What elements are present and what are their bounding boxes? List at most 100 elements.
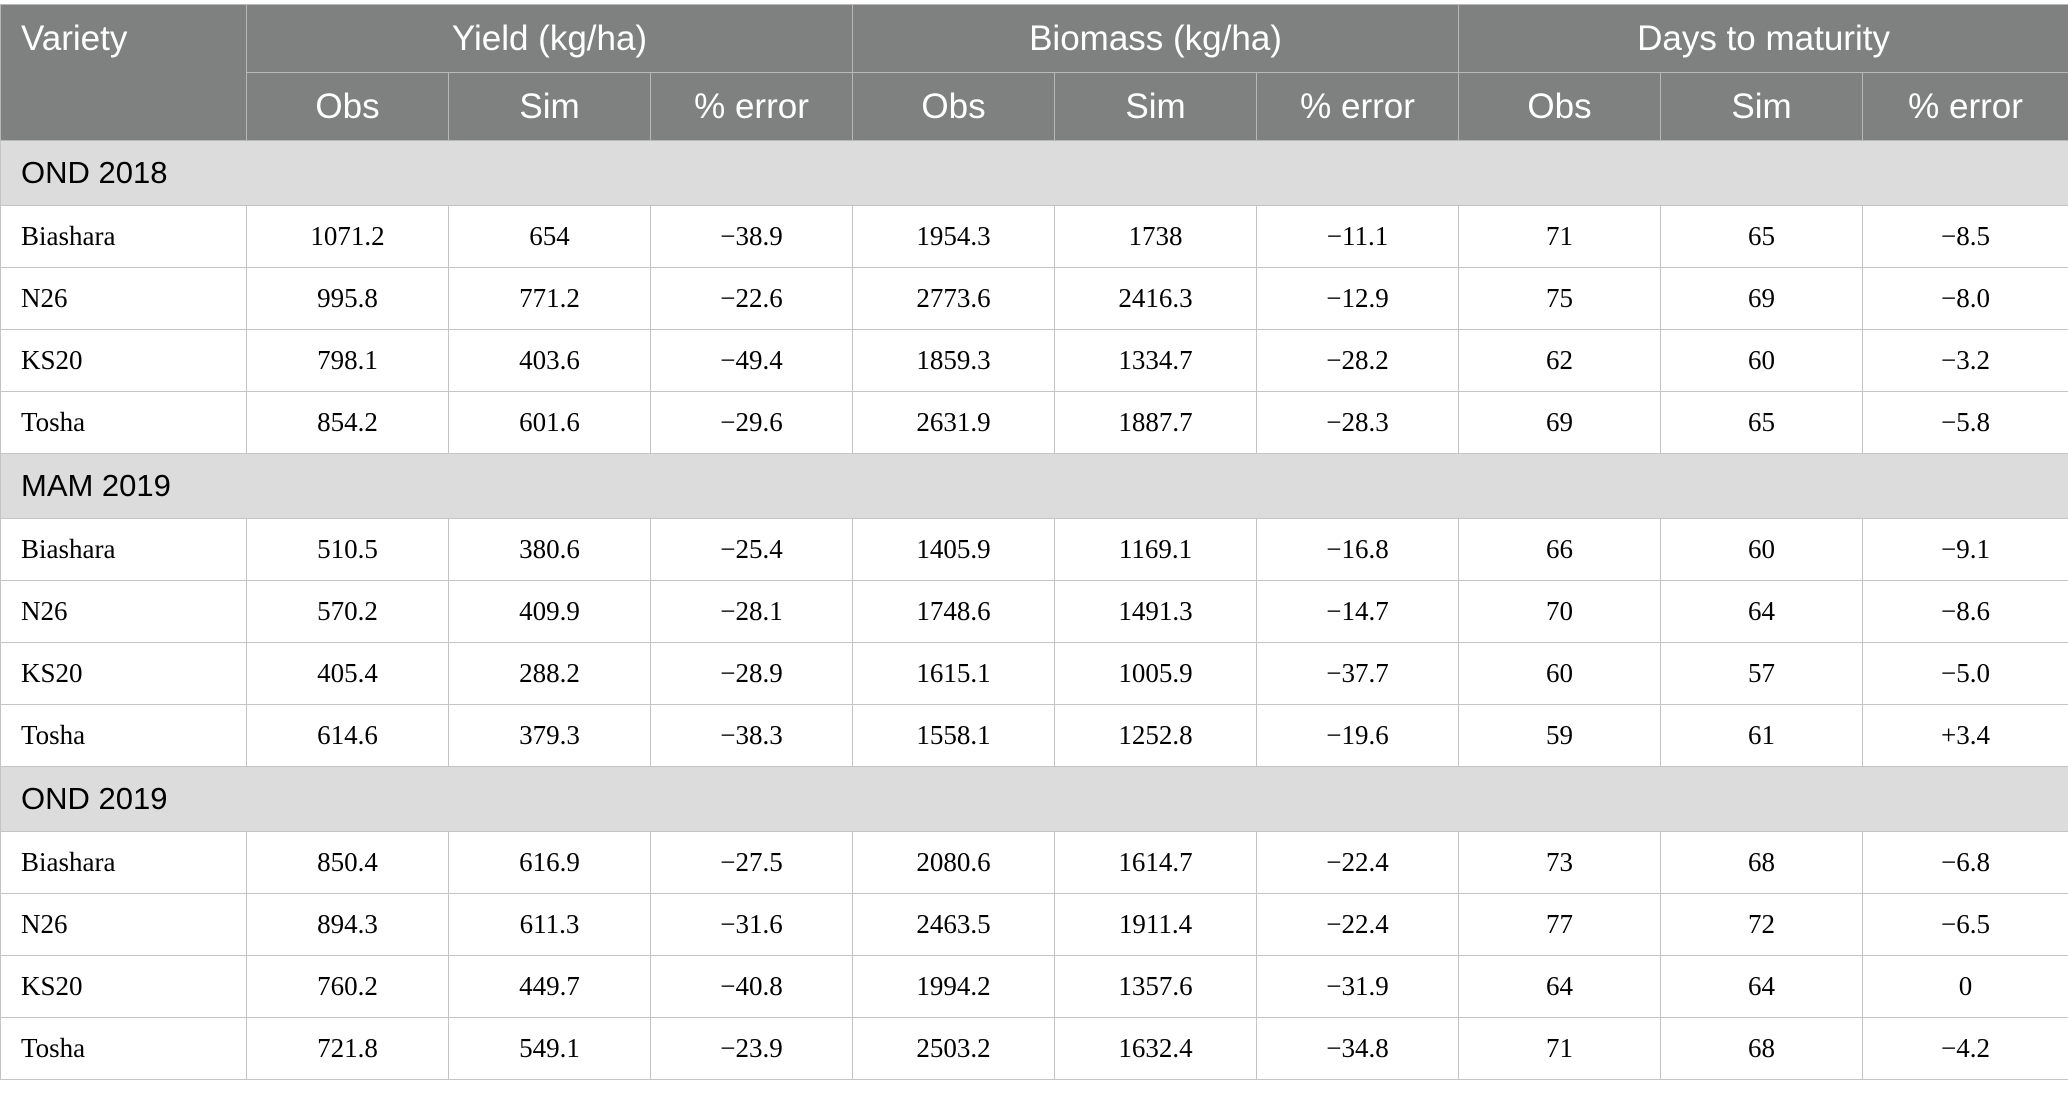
value-cell: 570.2 [246,580,449,643]
value-cell: 60 [1458,642,1662,705]
sub-header: % error [1862,72,2068,141]
value-cell: 1334.7 [1054,329,1258,392]
table-row: N26 894.3 611.3 −31.6 2463.5 1911.4 −22.4 77 72−… [0,893,2068,956]
sub-header: Obs [1458,72,1662,141]
value-cell: 1859.3 [852,329,1056,392]
value-cell: −31.6 [649,893,854,956]
value-cell: 64 [1660,580,1864,643]
value-cell: 0 [1862,955,2068,1018]
value-cell: −19.6 [1256,704,1460,767]
value-cell: −14.7 [1256,580,1460,643]
value-cell: 995.8 [246,267,449,330]
value-cell: 380.6 [448,518,651,581]
value-cell: 59 [1458,704,1662,767]
value-cell: −49.4 [649,329,854,392]
table-row: Tosha 614.6 379.3 −38.3 1558.1 1252.8 −19.6 59 6… [0,704,2068,767]
value-cell: 549.1 [448,1017,651,1080]
value-cell: −6.5 [1862,893,2068,956]
value-cell: 73 [1458,831,1662,894]
value-cell: 1405.9 [852,518,1056,581]
value-cell: −22.4 [1256,831,1460,894]
value-cell: 1005.9 [1054,642,1258,705]
value-cell: 65 [1660,205,1864,268]
value-cell: 771.2 [448,267,651,330]
value-cell: 1632.4 [1054,1017,1258,1080]
value-cell: 1491.3 [1054,580,1258,643]
results-table: Variety Yield (kg/ha) Biomass (kg/ha) Da… [0,4,2068,1080]
value-cell: 60 [1660,518,1864,581]
value-cell: −23.9 [649,1017,854,1080]
value-cell: 601.6 [448,391,651,454]
table-row: KS20 405.4 288.2 −28.9 1615.1 1005.9 −37.7 60 57… [0,642,2068,705]
value-cell: −22.6 [649,267,854,330]
table-row: KS20 798.1 403.6 −49.4 1859.3 1334.7 −28.2 62 60… [0,329,2068,392]
value-cell: −38.3 [649,704,854,767]
value-cell: −11.1 [1256,205,1460,268]
value-cell: 71 [1458,1017,1662,1080]
value-cell: 64 [1458,955,1662,1018]
value-cell: 611.3 [448,893,651,956]
variety-cell: Tosha [0,1017,247,1080]
value-cell: 1615.1 [852,642,1056,705]
value-cell: 2080.6 [852,831,1056,894]
value-cell: 721.8 [246,1017,449,1080]
value-cell: 1071.2 [246,205,449,268]
value-cell: 798.1 [246,329,449,392]
value-cell: 616.9 [448,831,651,894]
variety-cell: KS20 [0,329,247,392]
value-cell: −6.8 [1862,831,2068,894]
variety-cell: Biashara [0,205,247,268]
section-row: OND 2018 [0,140,2068,206]
value-cell: 1357.6 [1054,955,1258,1018]
value-cell: 1994.2 [852,955,1056,1018]
value-cell: 1748.6 [852,580,1056,643]
value-cell: 57 [1660,642,1864,705]
variety-cell: N26 [0,267,247,330]
value-cell: 510.5 [246,518,449,581]
value-cell: 68 [1660,831,1864,894]
section-label: MAM 2019 [0,453,2068,519]
value-cell: +3.4 [1862,704,2068,767]
value-cell: 288.2 [448,642,651,705]
maturity-group-header: Days to maturity [1458,4,2068,73]
value-cell: 72 [1660,893,1864,956]
value-cell: 61 [1660,704,1864,767]
value-cell: −5.0 [1862,642,2068,705]
table-row: Biashara 510.5 380.6 −25.4 1405.9 1169.1 −16.8… [0,518,2068,581]
value-cell: 62 [1458,329,1662,392]
table-row: KS20 760.2 449.7 −40.8 1994.2 1357.6 −31.9 64 64… [0,955,2068,1018]
table-row: Tosha 721.8 549.1 −23.9 2503.2 1632.4 −34.8 71 6… [0,1017,2068,1080]
value-cell: −40.8 [649,955,854,1018]
value-cell: 71 [1458,205,1662,268]
variety-cell: Tosha [0,391,247,454]
value-cell: 654 [448,205,651,268]
value-cell: −28.1 [649,580,854,643]
value-cell: 2773.6 [852,267,1056,330]
value-cell: 1887.7 [1054,391,1258,454]
value-cell: −28.2 [1256,329,1460,392]
value-cell: 77 [1458,893,1662,956]
table-row: N26 995.8 771.2 −22.6 2773.6 2416.3 −12.9 75 69−… [0,267,2068,330]
variety-cell: KS20 [0,642,247,705]
value-cell: 614.6 [246,704,449,767]
value-cell: −29.6 [649,391,854,454]
value-cell: −16.8 [1256,518,1460,581]
value-cell: 66 [1458,518,1662,581]
value-cell: 69 [1660,267,1864,330]
variety-cell: N26 [0,580,247,643]
table-row: N26 570.2 409.9 −28.1 1748.6 1491.3 −14.7 70 64−… [0,580,2068,643]
value-cell: 2503.2 [852,1017,1056,1080]
value-cell: 1911.4 [1054,893,1258,956]
value-cell: −38.9 [649,205,854,268]
value-cell: 60 [1660,329,1864,392]
value-cell: 1614.7 [1054,831,1258,894]
table-body: OND 2018 Biashara 1071.2 654 −38.9 1954.3 1738… [0,140,2068,1080]
value-cell: 403.6 [448,329,651,392]
value-cell: −34.8 [1256,1017,1460,1080]
section-label: OND 2018 [0,140,2068,206]
value-cell: 1954.3 [852,205,1056,268]
value-cell: −12.9 [1256,267,1460,330]
table-row: Tosha 854.2 601.6 −29.6 2631.9 1887.7 −28.3 69 6… [0,391,2068,454]
value-cell: −8.0 [1862,267,2068,330]
value-cell: 69 [1458,391,1662,454]
